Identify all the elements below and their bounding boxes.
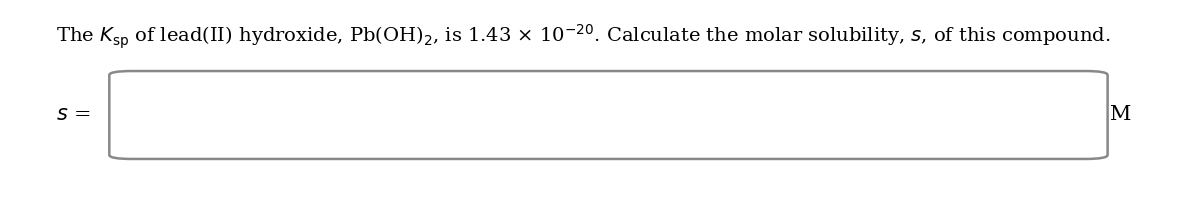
Text: The $K_{\mathrm{sp}}$ of lead(II) hydroxide, Pb(OH)$_2$, is 1.43 × 10$^{-20}$. C: The $K_{\mathrm{sp}}$ of lead(II) hydrox… <box>56 23 1111 52</box>
Text: M: M <box>1110 105 1132 125</box>
FancyBboxPatch shape <box>109 71 1108 159</box>
Text: $s$ =: $s$ = <box>56 105 91 125</box>
